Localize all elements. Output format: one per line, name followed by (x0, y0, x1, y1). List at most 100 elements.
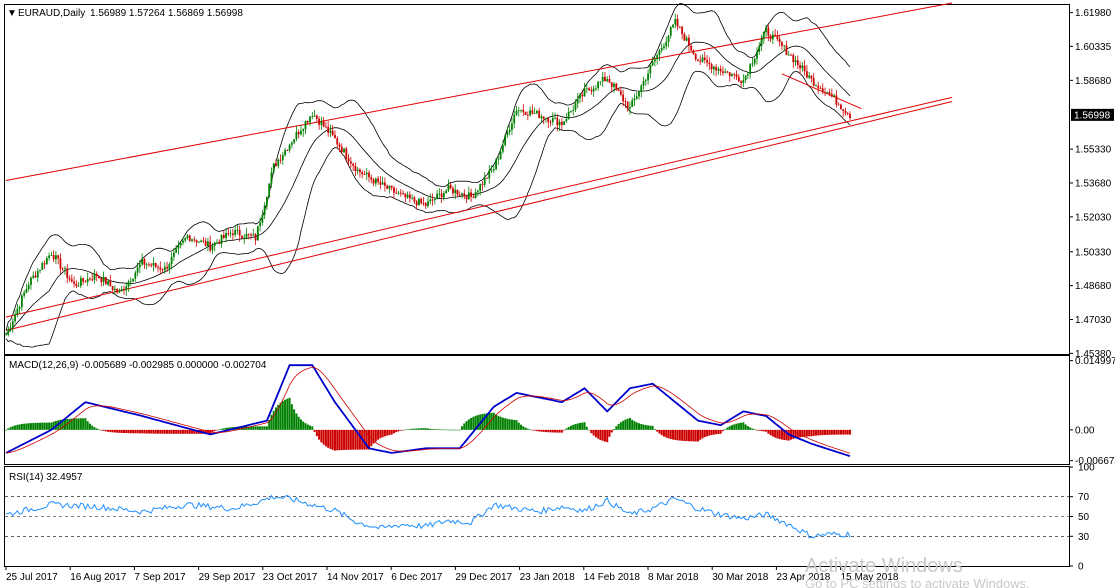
macd-histogram-bar (422, 428, 425, 430)
candle-body (497, 158, 500, 160)
macd-histogram-bar (358, 429, 361, 450)
macd-histogram-bar (560, 429, 563, 433)
candle-body (767, 27, 770, 36)
candle-body (563, 121, 566, 125)
macd-histogram-bar (161, 429, 164, 434)
price-tick-label: 1.48680 (1075, 281, 1112, 292)
macd-histogram-bar (288, 397, 291, 430)
candle-body (790, 54, 792, 56)
macd-histogram-bar (141, 429, 144, 434)
macd-histogram-bar (665, 429, 668, 438)
macd-histogram-bar (138, 429, 141, 434)
rsi-line (5, 494, 851, 539)
candle-body (830, 94, 833, 97)
candle-body (41, 263, 44, 270)
macd-histogram-bar (127, 429, 130, 434)
candle-body (445, 190, 448, 194)
macd-histogram-bar (465, 421, 468, 430)
candle-body (626, 101, 629, 109)
macd-histogram-bar (204, 429, 207, 434)
candle-body (812, 78, 815, 86)
candle-body (70, 279, 73, 282)
axes: 1.61980 1.60335 1.58680 1.55330 1.53680 1.520… (5, 8, 1115, 583)
candle-body (610, 82, 613, 87)
macd-histogram-bar (603, 429, 606, 442)
macd-histogram-bar (724, 429, 727, 430)
candle-body (606, 79, 609, 82)
candle-body (715, 66, 718, 71)
candle-body (452, 188, 454, 194)
macd-histogram-bar (170, 429, 173, 434)
candle-body (751, 63, 754, 65)
macd-histogram-bar (644, 425, 647, 430)
candle-body (810, 75, 813, 79)
candle-body (424, 203, 427, 207)
rsi-tick-label: 100 (1078, 463, 1095, 474)
macd-histogram-bar (338, 429, 341, 451)
macd-histogram-bar (567, 426, 570, 430)
macd-histogram-bar (540, 429, 543, 432)
candle-body (817, 85, 820, 89)
candle-body (229, 233, 232, 235)
candle-body (787, 54, 790, 56)
candle-body (742, 80, 745, 84)
candle-body (771, 34, 774, 40)
candle-body (270, 172, 273, 184)
candle-body (794, 60, 797, 63)
candle-body (64, 268, 66, 270)
macd-histogram-bar (36, 422, 39, 430)
candle-body (585, 88, 588, 90)
candle-body (200, 240, 203, 242)
macd-histogram-bar (803, 429, 806, 437)
macd-histogram-bar (59, 419, 62, 430)
macd-histogram-bar (687, 429, 690, 442)
candle-body (724, 71, 727, 73)
candle-body (406, 194, 409, 198)
candle-body (52, 255, 55, 260)
macd-histogram-bar (771, 429, 774, 437)
candle-body (588, 88, 590, 91)
macd-histogram-bar (374, 429, 377, 442)
date-tick-label: 25 Jul 2017 (6, 572, 58, 583)
candle-body (132, 278, 134, 282)
candle-body (100, 278, 103, 283)
collapse-arrow-icon[interactable]: ▼ (7, 8, 17, 19)
candle-body (499, 151, 502, 159)
macd-histogram-bar (824, 429, 827, 435)
macd-histogram-bar (175, 429, 178, 434)
macd-histogram-bar (808, 429, 811, 437)
macd-tick-label: -0.006674 (1075, 456, 1115, 467)
macd-histogram-bar (846, 429, 849, 435)
candle-body (216, 242, 218, 244)
candle-body (617, 89, 620, 91)
macd-histogram-bar (619, 422, 622, 430)
candle-body (601, 76, 604, 82)
macd-histogram-bar (676, 429, 679, 441)
macd-histogram-bar (415, 428, 418, 430)
macd-histogram-bar (11, 426, 14, 430)
channel-line-3 (5, 101, 953, 331)
candle-body (225, 233, 227, 238)
candle-body (84, 281, 87, 283)
candle-body (334, 135, 336, 139)
current-price-tag (1071, 108, 1114, 121)
macd-histogram-bar (660, 429, 663, 436)
candle-body (456, 189, 459, 195)
macd-histogram-bar (497, 415, 500, 430)
macd-histogram-bar (240, 426, 243, 430)
macd-histogram-bar (547, 429, 550, 433)
macd-histogram-bar (118, 429, 121, 433)
macd-histogram-bar (45, 422, 48, 430)
candle-body (558, 121, 561, 126)
macd-histogram-bar (318, 429, 321, 440)
candle-body (529, 110, 531, 116)
macd-histogram-bar (365, 429, 368, 450)
macd-histogram-bar (624, 419, 627, 430)
macd-histogram-bar (708, 429, 711, 436)
candle-body (182, 240, 184, 243)
candle-body (474, 192, 477, 198)
macd-histogram-bar (73, 418, 76, 430)
macd-histogram-bar (647, 425, 650, 430)
candle-body (701, 57, 704, 62)
macd-histogram-bar (492, 412, 495, 430)
